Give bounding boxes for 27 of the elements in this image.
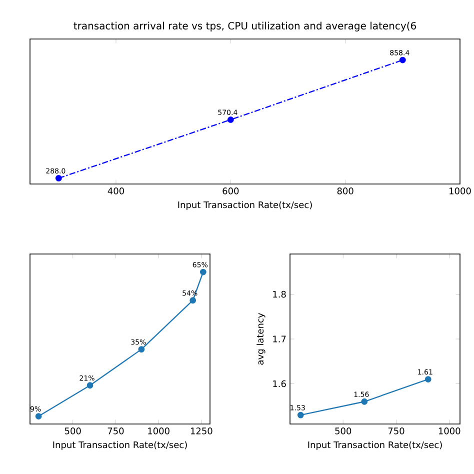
point [86, 382, 94, 389]
x-tick-label: 1000 [438, 428, 460, 434]
point [190, 297, 196, 304]
x-tick-label: 500 [64, 428, 81, 434]
x-tick-label: 1250 [190, 428, 212, 434]
point [200, 268, 206, 276]
point [138, 346, 145, 353]
y-tick-label: 1.7 [273, 336, 286, 342]
point [424, 376, 432, 382]
chart-title: transaction arrival rate vs tps, CPU utilization and average latency(6 [74, 22, 416, 32]
x-tick-label: 750 [388, 428, 404, 434]
y-tick-label: 1.6 [273, 380, 286, 388]
y-tick-label: 1.8 [273, 290, 286, 298]
x-axis-title: Input Transaction Rate(tx/sec) [53, 441, 187, 450]
point [297, 412, 304, 418]
y-axis-title: avg latency [256, 313, 266, 365]
x-tick-label: 600 [222, 188, 239, 194]
x-tick-label: 1000 [450, 188, 471, 194]
x-tick-label: 1000 [148, 428, 170, 434]
x-tick-label: 400 [108, 188, 124, 194]
point [361, 398, 368, 405]
x-tick-label: 500 [335, 428, 352, 434]
x-axis-title: Input Transaction Rate(tx/sec) [308, 441, 442, 450]
x-axis-title: Input Transaction Rate(tx/sec) [178, 201, 312, 210]
x-tick-label: 750 [108, 428, 124, 434]
point [35, 413, 42, 420]
x-tick-label: 800 [337, 188, 354, 194]
